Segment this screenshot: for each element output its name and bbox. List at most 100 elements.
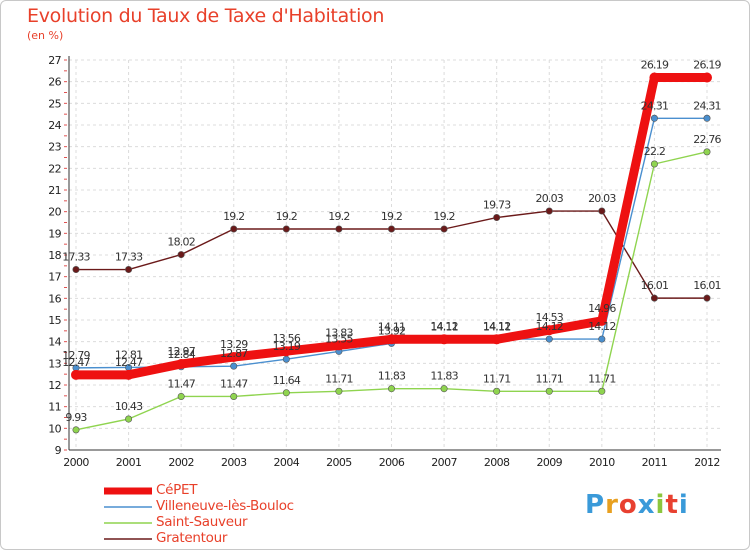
data-label-c-pet: 14.11 — [430, 320, 458, 333]
data-point-villeneuve-l-s-bouloc — [230, 362, 238, 370]
data-point-villeneuve-l-s-bouloc — [545, 335, 553, 343]
data-label-saint-sauveur: 11.71 — [325, 372, 353, 385]
data-label-c-pet: 14.11 — [483, 320, 511, 333]
data-label-villeneuve-l-s-bouloc: 24.31 — [693, 99, 721, 112]
data-point-saint-sauveur — [703, 148, 711, 156]
data-label-villeneuve-l-s-bouloc: 14.12 — [536, 320, 564, 333]
logo-letter: t — [665, 490, 679, 520]
data-label-saint-sauveur: 11.83 — [430, 370, 458, 383]
data-point-saint-sauveur — [440, 385, 448, 393]
data-point-c-pet — [386, 334, 397, 345]
data-point-gratentour — [703, 294, 711, 302]
logo-letter: x — [637, 490, 656, 520]
data-label-gratentour: 19.2 — [433, 210, 454, 223]
logo-letter: r — [605, 490, 619, 520]
data-label-villeneuve-l-s-bouloc: 14.12 — [483, 320, 511, 333]
data-point-saint-sauveur — [125, 415, 133, 423]
data-point-gratentour — [72, 266, 80, 274]
data-label-c-pet: 13.29 — [220, 338, 248, 351]
legend-label-cepet: CéPET — [156, 482, 198, 498]
data-point-gratentour — [387, 225, 395, 233]
data-point-saint-sauveur — [177, 392, 185, 400]
data-point-c-pet — [596, 315, 607, 326]
y-tick-label: 15 — [48, 314, 61, 327]
data-label-villeneuve-l-s-bouloc: 12.84 — [167, 348, 195, 361]
logo-letter: P — [585, 490, 606, 520]
y-tick-label: 14 — [48, 336, 61, 349]
data-label-gratentour: 20.03 — [588, 192, 616, 205]
x-tick-label: 2005 — [326, 456, 352, 469]
x-tick-label: 2000 — [63, 456, 89, 469]
data-label-villeneuve-l-s-bouloc: 14.12 — [588, 320, 616, 333]
data-label-villeneuve-l-s-bouloc: 12.79 — [62, 349, 90, 362]
data-label-c-pet: 14.11 — [378, 320, 406, 333]
data-label-villeneuve-l-s-bouloc: 24.31 — [641, 99, 669, 112]
x-tick-label: 2004 — [274, 456, 300, 469]
y-tick-label: 11 — [48, 401, 61, 414]
data-point-c-pet — [702, 72, 712, 83]
data-label-c-pet: 26.19 — [641, 59, 669, 72]
data-label-gratentour: 18.02 — [167, 236, 195, 249]
data-point-gratentour — [125, 266, 133, 274]
x-tick-label: 2010 — [589, 456, 615, 469]
chart-subtitle: (en %) — [27, 29, 64, 42]
data-point-c-pet — [176, 358, 187, 369]
data-label-gratentour: 17.33 — [115, 251, 143, 264]
y-tick-label: 19 — [48, 227, 61, 240]
data-label-saint-sauveur: 11.71 — [536, 372, 564, 385]
data-point-c-pet — [439, 334, 450, 345]
data-point-saint-sauveur — [650, 160, 658, 168]
data-point-saint-sauveur — [72, 426, 80, 434]
data-label-saint-sauveur: 11.71 — [483, 372, 511, 385]
data-label-villeneuve-l-s-bouloc: 13.19 — [273, 340, 301, 353]
x-tick-label: 2007 — [431, 456, 457, 469]
y-tick-label: 25 — [48, 97, 61, 110]
data-point-saint-sauveur — [335, 387, 343, 395]
y-tick-label: 13 — [48, 357, 61, 370]
data-label-saint-sauveur: 11.83 — [378, 370, 406, 383]
x-tick-label: 2008 — [484, 456, 510, 469]
data-label-c-pet: 14.53 — [536, 311, 564, 324]
data-point-saint-sauveur — [545, 387, 553, 395]
data-point-gratentour — [282, 225, 290, 233]
data-label-saint-sauveur: 9.93 — [65, 411, 87, 424]
data-point-gratentour — [598, 207, 606, 215]
legend-label-gratentour: Gratentour — [156, 530, 228, 546]
y-tick-label: 9 — [55, 444, 62, 457]
logo-letter: i — [678, 490, 689, 520]
y-tick-label: 18 — [48, 249, 61, 262]
logo-letter: o — [618, 490, 638, 520]
data-label-gratentour: 19.73 — [483, 199, 511, 212]
y-tick-label: 27 — [48, 54, 61, 67]
y-tick-label: 17 — [48, 271, 61, 284]
data-label-c-pet: 13.83 — [325, 326, 353, 339]
data-label-gratentour: 19.2 — [276, 210, 297, 223]
data-label-c-pet: 14.96 — [588, 302, 616, 315]
data-label-c-pet: 12.47 — [115, 356, 143, 369]
data-point-saint-sauveur — [282, 389, 290, 397]
y-tick-label: 20 — [48, 206, 61, 219]
data-label-villeneuve-l-s-bouloc: 13.92 — [378, 324, 406, 337]
data-point-villeneuve-l-s-bouloc — [703, 114, 711, 122]
data-point-c-pet — [491, 334, 502, 345]
data-point-saint-sauveur — [598, 387, 606, 395]
data-label-saint-sauveur: 22.76 — [693, 133, 721, 146]
data-point-gratentour — [440, 225, 448, 233]
data-label-c-pet: 12.47 — [62, 356, 90, 369]
data-label-gratentour: 17.33 — [62, 251, 90, 264]
data-point-c-pet — [281, 346, 292, 357]
y-tick-label: 26 — [48, 76, 61, 89]
data-point-saint-sauveur — [493, 387, 501, 395]
data-point-gratentour — [545, 207, 553, 215]
data-label-c-pet: 12.97 — [167, 345, 195, 358]
data-label-gratentour: 19.2 — [328, 210, 349, 223]
data-label-saint-sauveur: 11.71 — [588, 372, 616, 385]
x-tick-label: 2003 — [221, 456, 247, 469]
legend-swatch-gratentour — [104, 538, 152, 540]
logo-letter: i — [655, 490, 666, 520]
data-label-c-pet: 26.19 — [693, 59, 721, 72]
data-point-saint-sauveur — [387, 385, 395, 393]
data-label-gratentour: 19.2 — [223, 210, 244, 223]
